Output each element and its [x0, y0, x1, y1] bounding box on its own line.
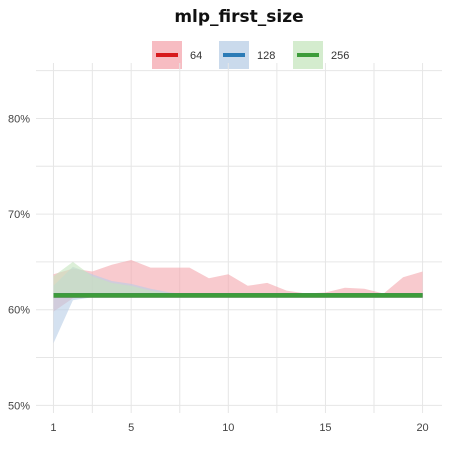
legend-item-128[interactable]: 128: [219, 41, 275, 69]
legend-item-256[interactable]: 256: [293, 41, 349, 69]
band-64: [53, 260, 423, 312]
y-axis-ticks: 50% 60% 70% 80%: [8, 113, 30, 412]
x-tick-label: 15: [319, 422, 331, 434]
x-tick-label: 1: [50, 422, 56, 434]
legend[interactable]: 64 128 256: [152, 41, 349, 69]
x-tick-label: 20: [416, 422, 428, 434]
band-128: [53, 266, 423, 344]
y-tick-label: 80%: [8, 113, 30, 125]
y-tick-label: 50%: [8, 400, 30, 412]
x-tick-label: 5: [128, 422, 134, 434]
confidence-bands: [53, 260, 423, 344]
chart-title: mlp_first_size: [174, 7, 303, 27]
x-tick-label: 10: [222, 422, 234, 434]
y-tick-label: 70%: [8, 209, 30, 221]
band-256: [53, 261, 423, 296]
y-tick-label: 60%: [8, 305, 30, 317]
legend-label: 256: [331, 50, 349, 62]
legend-item-64[interactable]: 64: [152, 41, 202, 69]
grid: [36, 63, 442, 413]
legend-label: 64: [190, 50, 202, 62]
legend-label: 128: [257, 50, 275, 62]
x-axis-ticks: 1 5 10 15 20: [50, 422, 428, 434]
